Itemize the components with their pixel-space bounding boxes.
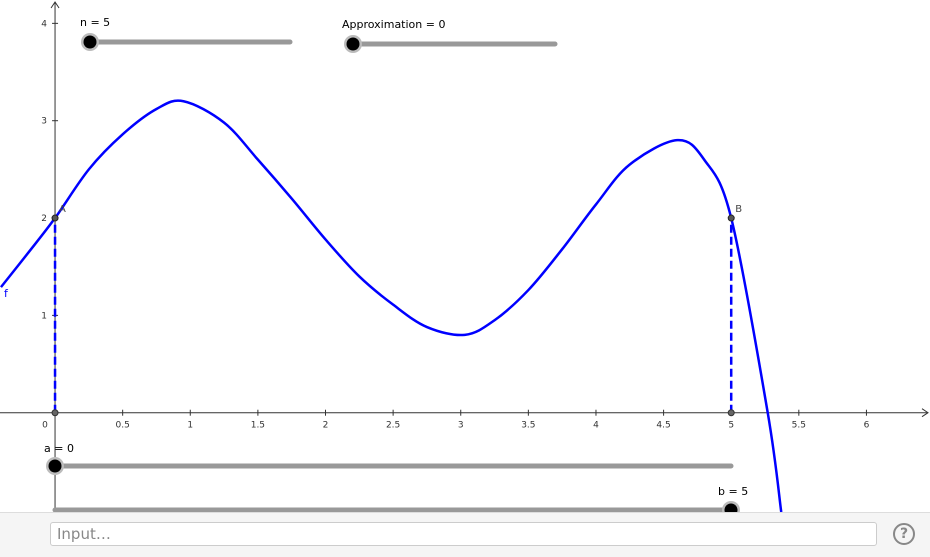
function-label: f [4, 287, 9, 300]
y-tick-label: 4 [41, 19, 47, 29]
y-tick-label: 2 [41, 214, 47, 224]
x-tick-label: 5.5 [792, 421, 806, 431]
x-tick-label: 4 [593, 421, 599, 431]
x-tick-label: 2.5 [386, 421, 400, 431]
slider-label: Approximation = 0 [342, 18, 445, 31]
slider-knob[interactable] [346, 37, 360, 51]
slider-label: a = 0 [44, 442, 74, 455]
x-tick-label: 3 [458, 421, 464, 431]
x-tick-label: 2 [323, 421, 329, 431]
x-tick-label: 4.5 [656, 421, 670, 431]
y-tick-label: 1 [41, 311, 47, 321]
y-arrow [50, 1, 60, 9]
help-button[interactable]: ? [893, 523, 915, 545]
graphics-view: 0 0.5 1 1.5 2 2.5 3 3.5 4 4.5 5 5.5 6 1 2 3 4 f A Bn = 5 App… [0, 1, 929, 513]
base-point [727, 409, 735, 417]
x-tick-label: 1.5 [251, 421, 265, 431]
point [51, 214, 59, 222]
slider-knob[interactable] [83, 35, 97, 49]
point-label: A [59, 204, 66, 215]
x-arrow [921, 408, 929, 418]
input-bar: Input… ? [0, 512, 930, 557]
point [727, 214, 735, 222]
input-field[interactable]: Input… [50, 522, 877, 546]
x-tick-label: 6 [864, 421, 870, 431]
slider-label: n = 5 [80, 16, 110, 29]
point-label: B [735, 204, 742, 215]
slider-label: b = 5 [718, 485, 748, 498]
y-tick-label: 3 [41, 117, 47, 127]
base-point [51, 409, 59, 417]
function-curve [0, 99, 783, 512]
slider-knob[interactable] [724, 503, 738, 513]
x-tick-label: 3.5 [521, 421, 535, 431]
x-tick-label: 0.5 [115, 421, 129, 431]
x-tick-label: 1 [187, 421, 193, 431]
x-tick-label: 0 [42, 421, 48, 431]
x-tick-label: 5 [728, 421, 734, 431]
slider-knob[interactable] [48, 459, 62, 473]
